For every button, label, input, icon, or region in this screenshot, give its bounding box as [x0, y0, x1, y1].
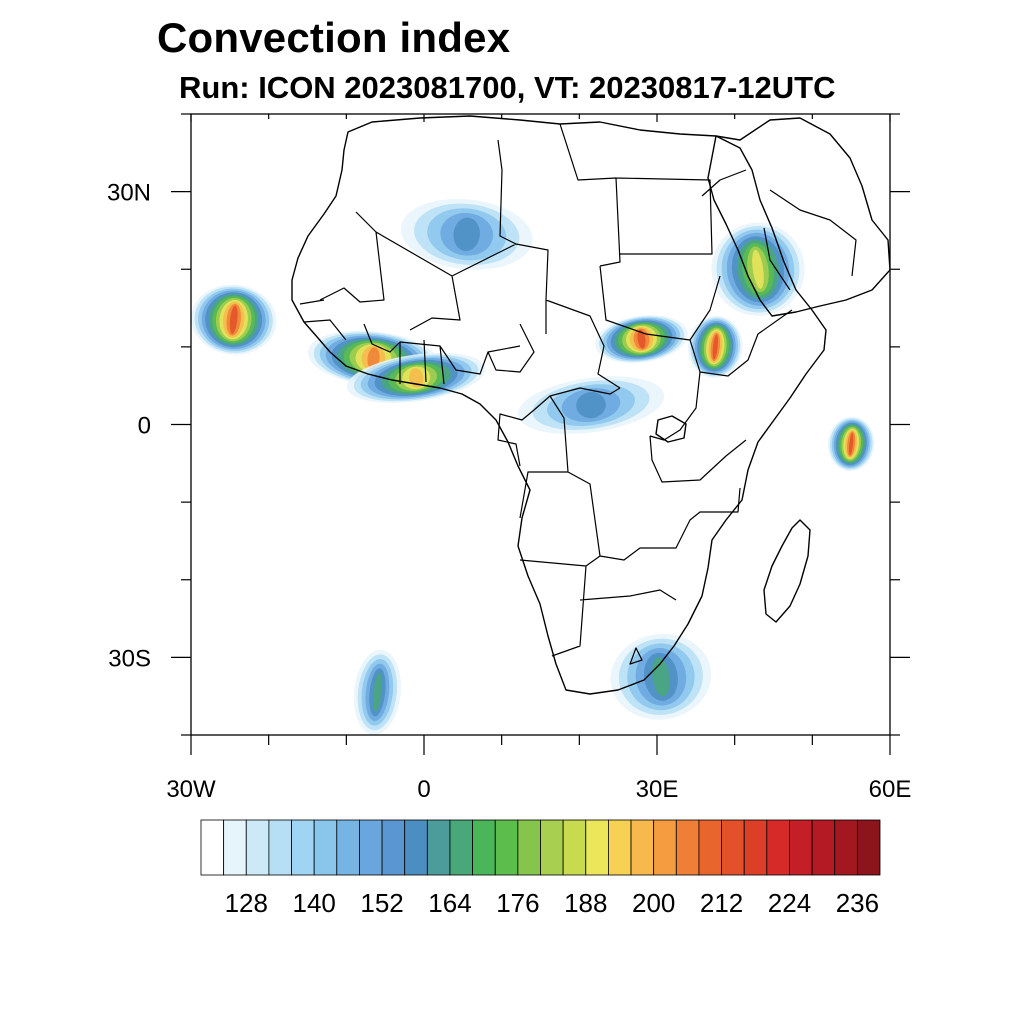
colorbar-swatch — [426, 819, 451, 876]
colorbar-swatch — [494, 819, 519, 876]
colorbar-swatch — [834, 819, 858, 876]
lake-victoria — [655, 415, 687, 443]
country-borders — [299, 123, 857, 665]
colorbar-swatch — [517, 819, 541, 876]
colorbar-swatch — [630, 819, 655, 876]
colorbar-swatch — [766, 819, 790, 876]
contour-band — [229, 305, 238, 334]
colorbar-label: 224 — [768, 888, 811, 918]
colorbar-swatch — [245, 819, 270, 876]
x-tick-label: 0 — [417, 776, 430, 803]
colorbar-swatch — [653, 819, 677, 876]
contour-band — [409, 368, 424, 388]
x-tick-label: 30E — [636, 776, 679, 803]
x-tick-label: 60E — [869, 776, 912, 803]
colorbar-swatch — [336, 819, 360, 876]
convection-field — [191, 198, 875, 735]
colorbar-swatch — [449, 819, 474, 876]
colorbar-swatch — [291, 819, 315, 876]
colorbar-label: 128 — [225, 888, 268, 918]
colorbar-label: 152 — [360, 888, 403, 918]
colorbar-swatch — [359, 819, 383, 876]
contour-band — [848, 432, 854, 455]
colorbar-swatch — [381, 819, 406, 876]
colorbar-label: 200 — [632, 888, 675, 918]
map-title: Convection index — [157, 14, 511, 61]
convection-region — [517, 376, 665, 434]
contour-band — [712, 334, 718, 360]
contour-band — [752, 249, 764, 289]
contour-band — [576, 392, 606, 419]
y-tick-label: 30N — [107, 180, 151, 207]
y-tick-label: 0 — [138, 413, 151, 440]
convection-region — [191, 284, 277, 355]
contour-band — [373, 672, 382, 712]
colorbar-swatch — [811, 819, 836, 876]
map-axes: 30W 0 30E 60E 30N 0 30S — [107, 113, 912, 803]
contour-band — [637, 329, 646, 349]
convection-region — [595, 315, 688, 364]
colorbar-swatch — [268, 819, 292, 876]
colorbar-label: 236 — [836, 888, 879, 918]
colorbar: 128 140 152 164 176 188 200 212 224 236 — [200, 819, 881, 918]
colorbar-swatch — [585, 819, 609, 876]
map-subtitle: Run: ICON 2023081700, VT: 20230817-12UTC — [179, 70, 836, 105]
colorbar-swatch — [200, 819, 225, 876]
madagascar-coastline — [763, 519, 811, 623]
contour-band — [453, 217, 480, 252]
colorbar-swatch — [789, 819, 813, 876]
colorbar-swatch — [223, 819, 247, 876]
y-tick-label: 30S — [108, 645, 151, 672]
colorbar-swatch — [743, 819, 768, 876]
colorbar-swatch — [675, 819, 700, 876]
convection-region — [353, 649, 401, 735]
colorbar-swatch — [313, 819, 338, 876]
colorbar-swatch — [540, 819, 564, 876]
colorbar-swatch — [608, 819, 632, 876]
colorbar-label: 176 — [496, 888, 539, 918]
coastlines-and-borders — [291, 115, 890, 695]
colorbar-swatch — [404, 819, 428, 876]
colorbar-label: 164 — [428, 888, 471, 918]
x-tick-label: 30W — [166, 776, 216, 803]
convection-region — [827, 416, 875, 472]
colorbar-swatch — [856, 819, 881, 876]
colorbar-label: 212 — [700, 888, 743, 918]
arabia-coastline — [707, 117, 890, 317]
colorbar-swatch — [698, 819, 722, 876]
convection-region — [610, 633, 712, 720]
colorbar-swatch — [472, 819, 496, 876]
colorbar-label: 188 — [564, 888, 607, 918]
colorbar-label: 140 — [293, 888, 336, 918]
convection-region — [688, 315, 743, 378]
colorbar-swatch — [721, 819, 745, 876]
africa-coastline — [291, 115, 827, 695]
colorbar-swatch — [562, 819, 587, 876]
